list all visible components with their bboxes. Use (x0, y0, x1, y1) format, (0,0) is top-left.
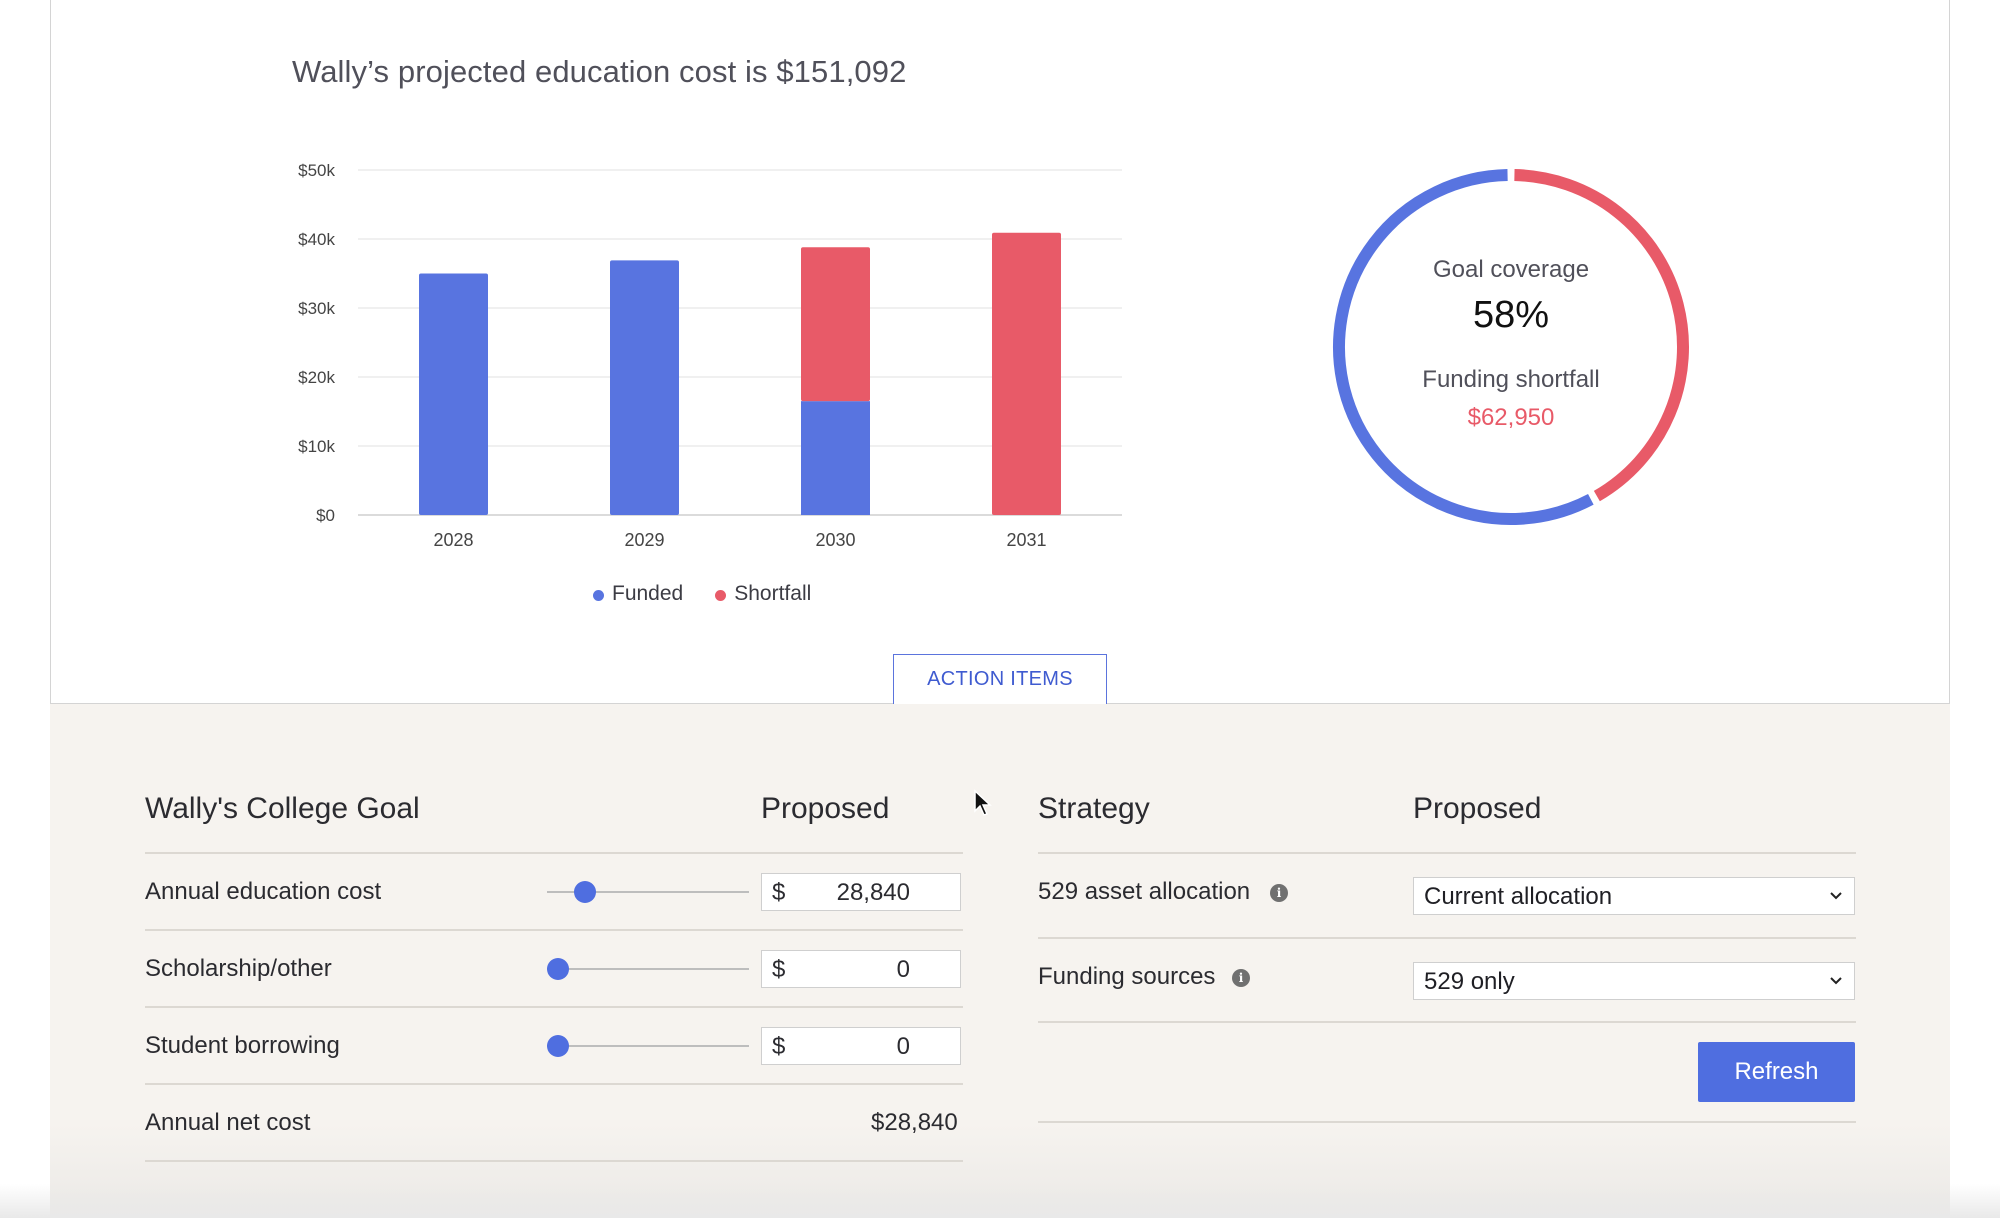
currency-symbol: $ (772, 956, 786, 983)
divider (145, 1160, 963, 1162)
row-label-funding-sources: Funding sources (1038, 963, 1216, 990)
legend-dot-shortfall (715, 590, 727, 601)
divider (1038, 937, 1856, 939)
shortfall-value: $62,950 (1467, 404, 1555, 431)
student-borrowing-slider[interactable] (547, 1045, 749, 1047)
coverage-label: Goal coverage (1432, 256, 1590, 283)
info-icon[interactable]: i (1270, 884, 1288, 902)
annual-education-cost-value: 28,840 (836, 879, 910, 906)
currency-symbol: $ (772, 1033, 786, 1060)
bar-funded-2030 (801, 401, 870, 515)
chevron-down-icon (1830, 892, 1842, 900)
legend-label-shortfall: Shortfall (734, 582, 812, 605)
page-title: Wally’s projected education cost is $151… (292, 54, 907, 89)
legend-item-funded: Funded (593, 582, 683, 606)
legend-dot-funded (593, 590, 604, 601)
mouse-cursor-icon (974, 789, 992, 816)
bar-shortfall-2031 (992, 232, 1061, 515)
cost-bar-chart: $0 $10k $20k $30k $40k $50k 2028 2029 2030 2031 (298, 161, 1122, 550)
goal-title: Wally's College Goal (145, 792, 420, 825)
x-tick-label: 2028 (433, 530, 473, 550)
inputs-panel (50, 704, 1950, 1218)
donut-segment-funded (1333, 169, 1594, 525)
x-tick-label: 2030 (815, 530, 855, 550)
funding-sources-selected: 529 only (1424, 968, 1515, 995)
divider (145, 852, 963, 854)
asset-allocation-select[interactable]: Current allocation (1413, 877, 1855, 915)
y-tick-label: $50k (298, 161, 335, 180)
bottom-shadow (0, 1184, 2000, 1218)
row-label-529-asset-allocation: 529 asset allocation (1038, 878, 1251, 905)
y-tick-label: $20k (298, 368, 335, 387)
student-borrowing-slider-thumb[interactable] (547, 1035, 569, 1057)
scholarship-value: 0 (896, 956, 910, 983)
refresh-button[interactable]: Refresh (1698, 1042, 1855, 1102)
annual-education-cost-slider-thumb[interactable] (574, 881, 596, 903)
y-tick-label: $30k (298, 299, 335, 318)
bar-funded-2029 (610, 260, 679, 515)
bar-funded-2028 (419, 273, 488, 515)
donut-segment-shortfall (1514, 169, 1689, 502)
bar-shortfall-2030 (801, 247, 870, 402)
strategy-title: Strategy (1038, 792, 1150, 825)
y-tick-label: $10k (298, 437, 335, 456)
scholarship-slider-thumb[interactable] (547, 958, 569, 980)
row-label-annual-net-cost: Annual net cost (145, 1109, 311, 1136)
y-tick-label: $40k (298, 230, 335, 249)
currency-symbol: $ (772, 879, 786, 906)
divider (145, 1083, 963, 1085)
divider (145, 1006, 963, 1008)
student-borrowing-input[interactable]: $ 0 (761, 1027, 961, 1065)
divider (1038, 1121, 1856, 1123)
scholarship-input[interactable]: $ 0 (761, 950, 961, 988)
legend-label-funded: Funded (612, 582, 684, 605)
goal-coverage-donut (1333, 169, 1689, 525)
chart-legend: Funded Shortfall (593, 582, 843, 606)
divider (1038, 1021, 1856, 1023)
coverage-value: 58% (1472, 294, 1550, 336)
info-icon[interactable]: i (1232, 969, 1250, 987)
strategy-proposed-header: Proposed (1413, 792, 1542, 825)
divider (1038, 852, 1856, 854)
asset-allocation-selected: Current allocation (1424, 883, 1613, 910)
donut-center: Goal coverage 58% Funding shortfall $62,… (1331, 166, 1691, 526)
legend-item-shortfall: Shortfall (715, 582, 811, 606)
annual-education-cost-slider[interactable] (547, 891, 749, 893)
x-tick-label: 2029 (624, 530, 664, 550)
annual-education-cost-input[interactable]: $ 28,840 (761, 873, 961, 911)
row-label-annual-education-cost: Annual education cost (145, 878, 382, 905)
goal-proposed-header: Proposed (761, 792, 890, 825)
row-label-scholarship: Scholarship/other (145, 955, 332, 982)
chevron-down-icon (1830, 977, 1842, 985)
y-tick-label: $0 (316, 506, 335, 525)
row-label-student-borrowing: Student borrowing (145, 1032, 340, 1059)
x-tick-label: 2031 (1006, 530, 1046, 550)
student-borrowing-value: 0 (896, 1033, 910, 1060)
shortfall-label: Funding shortfall (1422, 366, 1600, 393)
divider (145, 929, 963, 931)
annual-net-cost-value: $28,840 (871, 1109, 958, 1136)
scholarship-slider[interactable] (547, 968, 749, 970)
action-items-button[interactable]: ACTION ITEMS (893, 654, 1107, 705)
funding-sources-select[interactable]: 529 only (1413, 962, 1855, 1000)
